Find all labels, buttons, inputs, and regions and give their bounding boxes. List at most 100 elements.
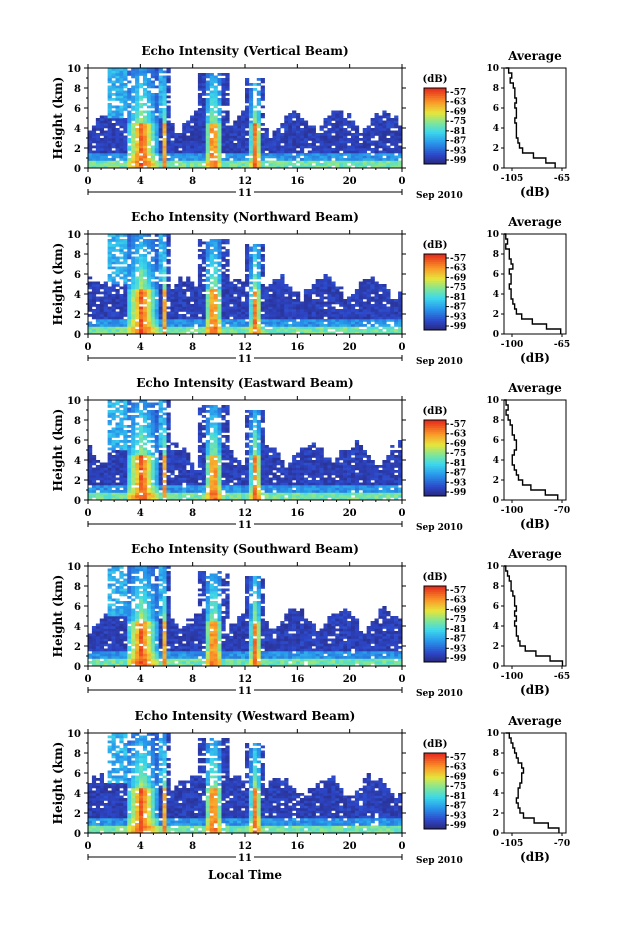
heatmap-cell <box>111 165 116 169</box>
heatmap-cell <box>174 475 179 478</box>
heatmap-cell <box>296 321 301 325</box>
heatmap-cell <box>221 291 226 295</box>
heatmap-cell <box>311 133 316 136</box>
heatmap-cell <box>398 160 403 164</box>
heatmap-cell <box>131 70 136 74</box>
heatmap-cell <box>327 319 332 322</box>
heatmap-cell <box>272 319 277 322</box>
heatmap-cell <box>115 234 120 237</box>
heatmap-cell <box>213 296 218 300</box>
heatmap-cell <box>252 246 258 250</box>
heatmap-cell <box>186 475 191 478</box>
heatmap-cell <box>382 160 387 164</box>
heatmap-cell <box>315 294 320 297</box>
heatmap-cell <box>233 130 238 134</box>
heatmap-cell <box>205 427 210 431</box>
heatmap-cell <box>217 241 222 245</box>
heatmap-cell <box>315 281 320 285</box>
heatmap-cell <box>127 319 132 322</box>
heatmap-cell <box>354 299 360 302</box>
heatmap-cell <box>88 324 93 327</box>
heatmap-cell <box>358 306 364 310</box>
heatmap-cell <box>382 289 387 292</box>
heatmap-cell <box>205 462 210 466</box>
heatmap-cell <box>197 128 203 131</box>
heatmap-cell <box>205 75 210 79</box>
heatmap-cell <box>264 324 269 327</box>
heatmap-cell <box>303 160 309 164</box>
heatmap-cell <box>107 467 112 471</box>
heatmap-cell <box>386 294 391 297</box>
heatmap-cell <box>296 165 301 169</box>
heatmap-cell <box>150 80 156 84</box>
heatmap-cell <box>221 415 226 418</box>
heatmap-cell <box>119 314 124 317</box>
heatmap-cell <box>319 304 324 307</box>
heatmap-cell <box>107 95 112 99</box>
heatmap-cell <box>158 165 163 169</box>
heatmap-cell <box>354 291 360 295</box>
colorbar-segment <box>424 112 446 115</box>
heatmap-cell <box>182 462 187 466</box>
heatmap-cell <box>131 462 136 466</box>
heatmap-cell <box>131 123 136 126</box>
heatmap-cell <box>142 155 148 159</box>
heatmap-cell <box>174 148 179 151</box>
heatmap-cell <box>88 314 93 317</box>
heatmap-cell <box>162 251 167 255</box>
heatmap-cell <box>350 314 356 317</box>
heatmap-cell <box>256 138 261 141</box>
heatmap-cell <box>170 155 175 159</box>
heatmap-cell <box>256 296 261 300</box>
heatmap-cell <box>197 103 203 106</box>
heatmap-cell <box>146 402 152 406</box>
heatmap-cell <box>347 158 352 161</box>
heatmap-cell <box>154 301 159 305</box>
heatmap-cell <box>170 450 175 453</box>
heatmap-cell <box>123 309 128 312</box>
heatmap-cell <box>170 485 175 488</box>
heatmap-cell <box>103 123 108 126</box>
heatmap-cell <box>190 115 195 119</box>
heatmap-cell <box>272 289 277 292</box>
heatmap-cell <box>119 329 124 332</box>
heatmap-cell <box>350 153 356 156</box>
heatmap-cell <box>221 482 226 486</box>
heatmap-cell <box>135 244 140 247</box>
heatmap-cell <box>158 120 163 124</box>
heatmap-cell <box>146 80 152 84</box>
heatmap-cell <box>201 113 207 116</box>
heatmap-cell <box>139 321 144 325</box>
heatmap-cell <box>146 123 152 126</box>
heatmap-cell <box>178 460 183 463</box>
heatmap-cell <box>190 291 195 295</box>
heatmap-cell <box>245 301 250 305</box>
heatmap-cell <box>260 165 265 169</box>
heatmap-cell <box>288 113 293 116</box>
heatmap-cell <box>284 299 289 302</box>
heatmap-cell <box>111 462 116 466</box>
heatmap-cell <box>197 143 203 146</box>
heatmap-cell <box>331 115 336 119</box>
colorbar-segment <box>424 326 446 329</box>
avg-y-tick-label: 6 <box>493 104 499 114</box>
heatmap-cell <box>221 309 226 312</box>
heatmap-cell <box>111 259 116 262</box>
heatmap-cell <box>131 475 136 478</box>
heatmap-cell <box>178 480 183 483</box>
heatmap-cell <box>362 316 367 320</box>
heatmap-cell <box>237 301 242 305</box>
heatmap-cell <box>115 311 120 315</box>
heatmap-cell <box>91 299 97 302</box>
heatmap-cell <box>260 319 265 322</box>
heatmap-cell <box>398 331 403 335</box>
heatmap-cell <box>139 155 144 159</box>
heatmap-cell <box>107 475 112 478</box>
heatmap-cell <box>260 286 265 290</box>
heatmap-cell <box>366 304 371 307</box>
heatmap-cell <box>193 490 199 493</box>
heatmap-cell <box>158 115 163 119</box>
y-tick-label: 10 <box>67 64 81 75</box>
heatmap-cell <box>339 326 344 330</box>
heatmap-cell <box>186 326 191 330</box>
